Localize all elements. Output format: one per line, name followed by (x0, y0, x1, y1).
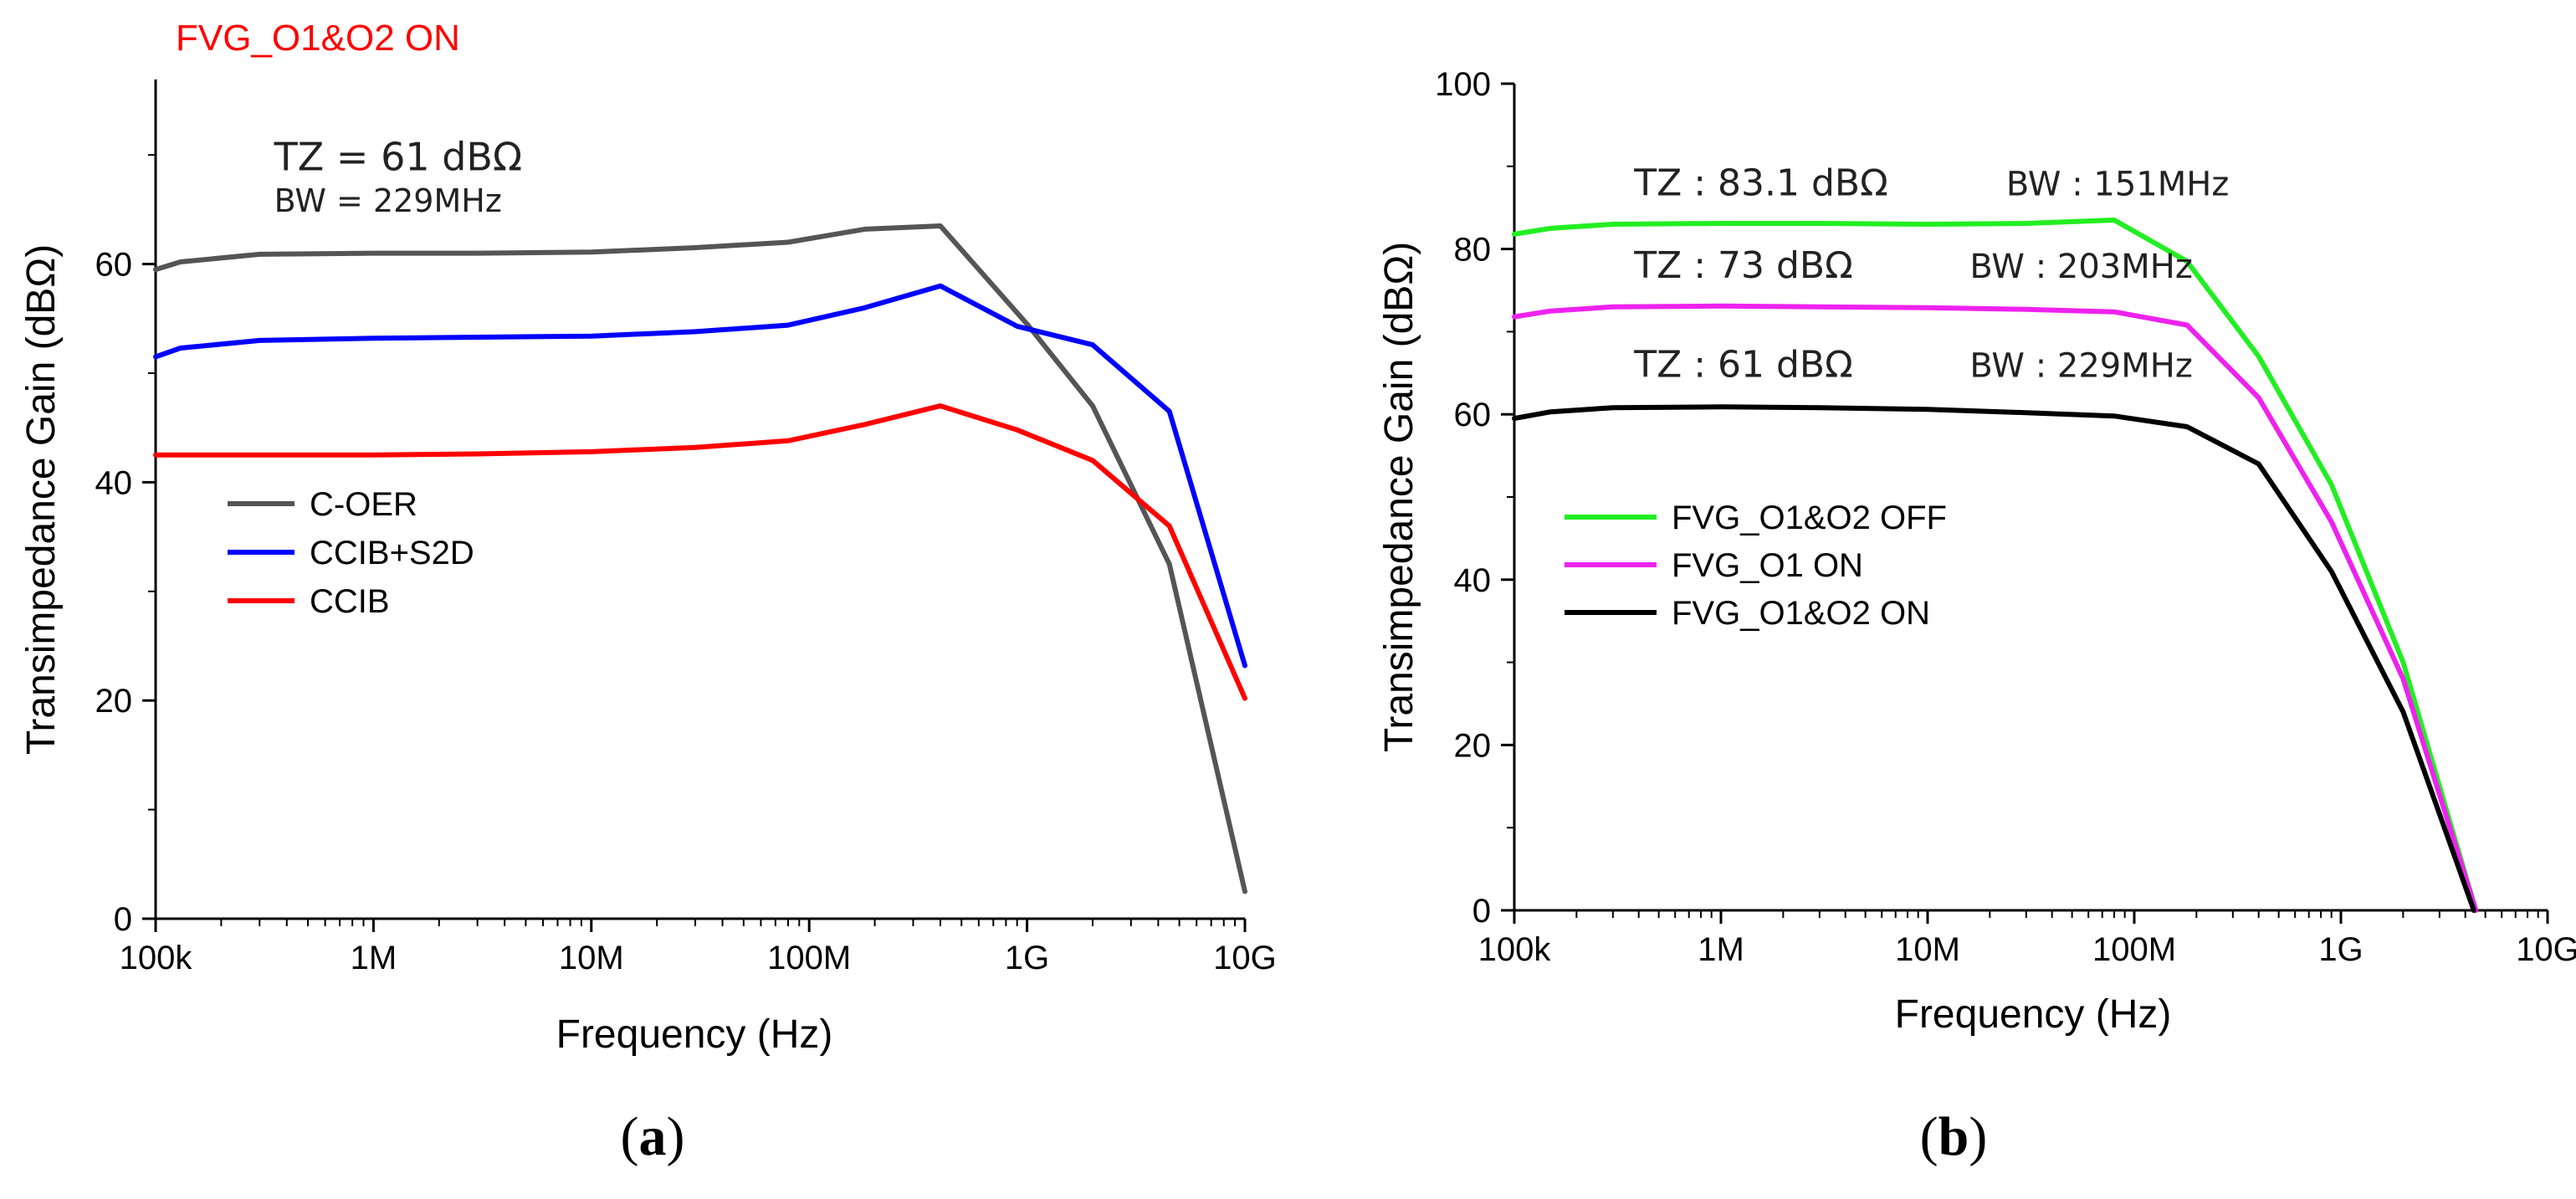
panel-b-x-tick-label: 10G (2516, 931, 2576, 968)
panel-b-y-tick-label: 80 (1454, 232, 1492, 269)
panel-b-series-line-1 (1512, 218, 2479, 913)
panel-b-x-tick-label: 100M (2092, 931, 2176, 968)
panel-a-x-axis-label: Frequency (Hz) (556, 1012, 833, 1057)
panel-b-tick-labels: 100k 1M 10M 100M 1G 10G 0 20 40 60 80 100 (1435, 66, 2576, 968)
panel-b-legend-label-3: FVG_O1&O2 ON (1672, 595, 1930, 632)
panel-b-annotation-4: BW : 203MHz (1969, 248, 2192, 286)
panel-b-axes (1513, 84, 2548, 912)
panel-a-caption-letter: a (639, 1106, 667, 1167)
panel-a-legend-label-2: CCIB+S2D (310, 535, 474, 571)
panel-b-y-tick-label: 40 (1454, 562, 1492, 599)
panel-a-y-tick-label: 20 (95, 683, 133, 720)
panel-a-legend: C-OER CCIB+S2D CCIB (228, 486, 474, 620)
panel-a-annotation-1: TZ = 61 dBΩ (274, 134, 522, 179)
panel-b-caption: (b) (1920, 1106, 1988, 1167)
panel-b-annotations: TZ : 83.1 dBΩ BW : 151MHz TZ : 73 dBΩ BW : … (1633, 161, 2229, 386)
panel-b-caption-letter: b (1938, 1106, 1969, 1167)
panel-b-legend-label-1: FVG_O1&O2 OFF (1672, 500, 1947, 536)
panel-b-series (1512, 218, 2479, 913)
panel-b-ticks (1501, 82, 2549, 924)
panel-a-annotation-2: BW = 229MHz (274, 182, 502, 219)
panel-b-legend: FVG_O1&O2 OFF FVG_O1 ON FVG_O1&O2 ON (1565, 500, 1947, 632)
panel-a-x-tick-label: 10G (1213, 940, 1277, 976)
panel-a-y-tick-label: 0 (114, 901, 132, 938)
panel-b-y-tick-label: 60 (1454, 397, 1492, 433)
panel-b-y-tick-label: 0 (1472, 893, 1491, 930)
panel-b: 100k 1M 10M 100M 1G 10G 0 20 40 60 80 100 TZ : 83.1… (1377, 66, 2576, 1167)
panel-b-y-tick-label: 20 (1454, 727, 1492, 764)
panel-a-series-line-1 (153, 223, 1247, 894)
panel-b-legend-label-2: FVG_O1 ON (1672, 547, 1863, 584)
panel-a-legend-label-3: CCIB (310, 583, 390, 620)
panel-a-series-line-3 (153, 403, 1247, 701)
panel-a-y-axis-label: Transimpedance Gain (dBΩ) (19, 244, 64, 755)
panel-b-series-line-2 (1512, 303, 2479, 913)
panel-a-caption: (a) (621, 1106, 685, 1167)
panel-b-annotation-5: TZ : 61 dBΩ (1633, 344, 1853, 387)
panel-b-annotation-2: BW : 151MHz (2006, 165, 2229, 203)
panel-a-corner-label: FVG_O1&O2 ON (176, 18, 460, 59)
panel-b-y-axis-label: Transimpedance Gain (dBΩ) (1377, 242, 1421, 752)
panel-a-series (153, 223, 1247, 894)
panel-a-x-tick-label: 100M (767, 940, 851, 976)
panel-a-x-tick-label: 1M (351, 940, 397, 976)
panel-b-annotation-3: TZ : 73 dBΩ (1633, 244, 1853, 287)
panel-a-ticks (142, 154, 1247, 932)
panel-b-annotation-6: BW : 229MHz (1969, 347, 2192, 386)
panel-b-series-line-3 (1512, 404, 2476, 913)
panel-a-x-tick-label: 100k (120, 940, 193, 976)
panel-a: 100k 1M 10M 100M 1G 10G 0 20 40 60 FVG_O1&O2 ON T… (19, 18, 1277, 1167)
panel-b-x-tick-label: 10M (1895, 931, 1960, 968)
panel-a-x-tick-label: 1G (1005, 940, 1049, 976)
panel-b-x-tick-label: 1G (2318, 931, 2363, 968)
panel-b-annotation-1: TZ : 83.1 dBΩ (1633, 161, 1888, 204)
panel-a-series-line-2 (153, 283, 1247, 669)
panel-a-tick-labels: 100k 1M 10M 100M 1G 10G 0 20 40 60 (95, 247, 1277, 976)
panel-b-x-tick-label: 1M (1698, 931, 1744, 968)
panel-a-y-tick-label: 40 (95, 464, 133, 501)
panel-b-y-tick-label: 100 (1435, 66, 1491, 103)
panel-b-x-axis-label: Frequency (Hz) (1895, 992, 2172, 1037)
panel-a-axes (154, 79, 1245, 920)
panel-b-x-tick-label: 100k (1478, 931, 1552, 968)
panel-a-legend-label-1: C-OER (310, 486, 417, 523)
panel-a-y-tick-label: 60 (95, 247, 133, 284)
panel-a-x-tick-label: 10M (559, 940, 624, 976)
